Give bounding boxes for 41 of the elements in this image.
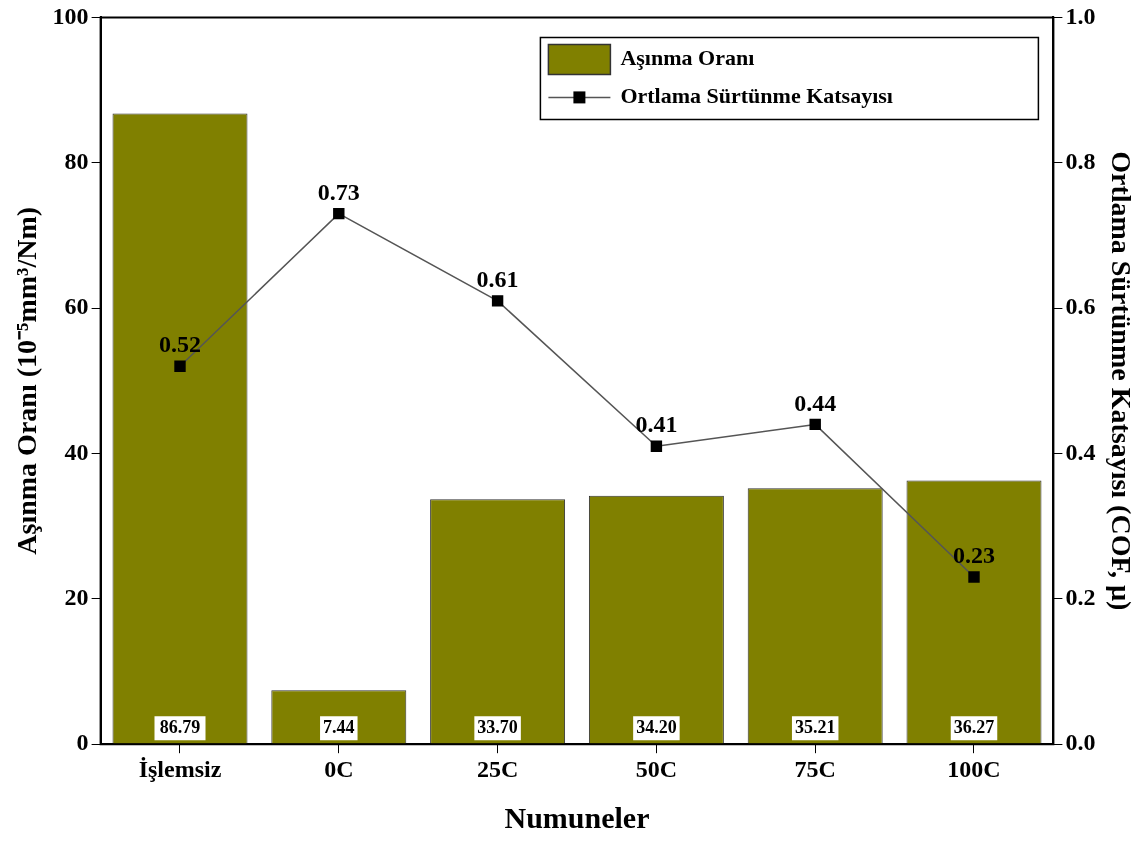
point bbox=[491, 295, 504, 307]
y2-tick-label: 0.8 bbox=[1065, 147, 1096, 174]
x-tick-label: İşlemsiz bbox=[138, 755, 222, 782]
y2-tick-label: 0.2 bbox=[1065, 584, 1096, 611]
y-tick-label: 0 bbox=[76, 729, 89, 756]
data-label: 0.61 bbox=[476, 266, 519, 293]
data-label: 0.23 bbox=[953, 542, 995, 569]
point bbox=[650, 440, 663, 452]
data-label: 0.41 bbox=[635, 411, 678, 438]
data-label: 0.73 bbox=[317, 178, 360, 205]
x-axis-title: Numuneler bbox=[504, 800, 650, 834]
y2-tick-label: 0.4 bbox=[1065, 438, 1096, 465]
point bbox=[968, 571, 980, 583]
data-label: 0.52 bbox=[159, 331, 201, 358]
data-label: 35.21 bbox=[794, 716, 836, 737]
point bbox=[333, 207, 345, 220]
data-label: 33.70 bbox=[477, 716, 518, 737]
data-label: 0.44 bbox=[794, 389, 837, 416]
y-tick-label: 20 bbox=[64, 584, 89, 611]
x-tick-label: 50C bbox=[635, 755, 678, 782]
x-tick-label: 75C bbox=[794, 755, 836, 782]
data-label: 7.44 bbox=[323, 716, 355, 737]
y2-tick-label: 1.0 bbox=[1065, 2, 1096, 29]
y-axis-title: Aşınma Oranı (10⁻⁵mm³/Nm) bbox=[11, 206, 43, 555]
x-tick-label: 100C bbox=[947, 755, 1001, 782]
data-label: 34.20 bbox=[636, 716, 677, 737]
y-tick-label: 60 bbox=[64, 293, 89, 320]
x-tick-label: 0C bbox=[324, 755, 354, 782]
y-tick-label: 40 bbox=[64, 438, 89, 465]
x-tick-label: 25C bbox=[476, 755, 519, 782]
point bbox=[809, 418, 821, 431]
y2-axis-title: Ortlama Sürtünme Katsayısı (COF, µ) bbox=[1105, 151, 1137, 611]
data-label: 86.79 bbox=[159, 716, 201, 737]
point bbox=[174, 360, 186, 372]
data-label: 36.27 bbox=[953, 716, 995, 737]
legend-label: Ortlama Sürtünme Katsayısı bbox=[620, 83, 893, 109]
y-tick-label: 100 bbox=[52, 2, 89, 29]
legend-label: Aşınma Oranı bbox=[620, 45, 755, 71]
y2-tick-label: 0.0 bbox=[1065, 729, 1096, 756]
y-tick-label: 80 bbox=[64, 147, 89, 174]
y2-tick-label: 0.6 bbox=[1065, 293, 1096, 320]
